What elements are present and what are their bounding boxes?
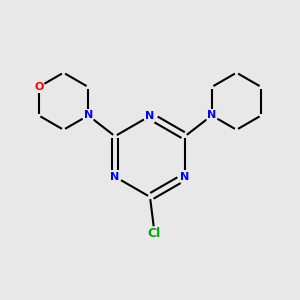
Text: N: N	[84, 110, 93, 121]
Text: N: N	[146, 111, 154, 121]
Text: N: N	[180, 172, 190, 182]
Text: N: N	[110, 172, 120, 182]
Text: O: O	[34, 82, 44, 92]
Text: N: N	[207, 110, 216, 121]
Text: Cl: Cl	[147, 227, 160, 240]
